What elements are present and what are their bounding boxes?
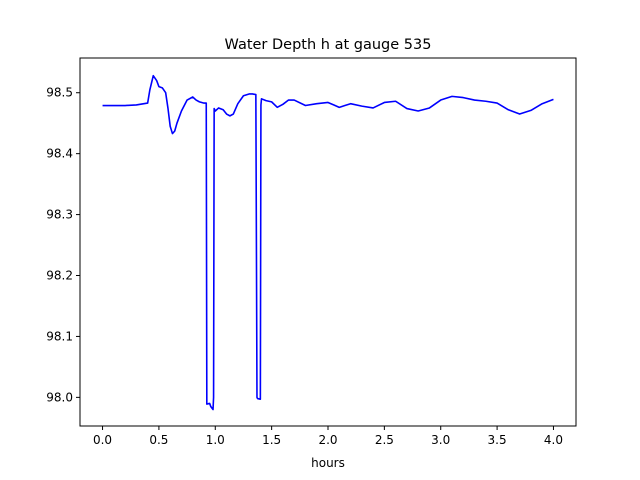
x-tick-label: 1.5 bbox=[262, 433, 281, 447]
x-tick-label: 3.5 bbox=[488, 433, 507, 447]
plot-frame bbox=[79, 57, 577, 427]
y-tick-label: 98.4 bbox=[46, 147, 73, 161]
y-tick-label: 98.0 bbox=[46, 390, 73, 404]
series-line-0 bbox=[102, 74, 554, 411]
plot-area bbox=[102, 74, 554, 411]
chart-title: Water Depth h at gauge 535 bbox=[225, 37, 432, 53]
x-tick-label: 3.0 bbox=[431, 433, 450, 447]
x-tick-label: 2.5 bbox=[375, 433, 394, 447]
x-tick-label: 4.0 bbox=[544, 433, 563, 447]
axis-ticks: 0.0 0.5 1.0 1.5 2.0 2.5 3.0 3.5 4.0 98.0 98.1 98.2 9… bbox=[46, 86, 563, 447]
x-tick-label: 1.0 bbox=[206, 433, 225, 447]
x-tick-label: 0.5 bbox=[149, 433, 168, 447]
y-tick-label: 98.3 bbox=[46, 208, 73, 222]
y-tick-label: 98.5 bbox=[46, 86, 73, 100]
y-tick-label: 98.2 bbox=[46, 269, 73, 283]
x-axis-label: hours bbox=[311, 456, 345, 470]
x-tick-label: 2.0 bbox=[318, 433, 337, 447]
x-tick-label: 0.0 bbox=[93, 433, 112, 447]
y-tick-label: 98.1 bbox=[46, 329, 73, 343]
